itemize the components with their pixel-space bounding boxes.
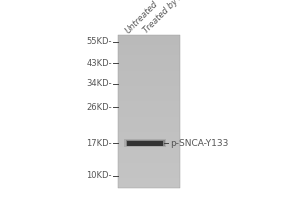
- Bar: [118, 117, 180, 122]
- Text: Untreated: Untreated: [124, 0, 160, 35]
- Bar: [118, 55, 180, 60]
- Text: 26KD-: 26KD-: [86, 102, 112, 112]
- Bar: [118, 96, 180, 101]
- Bar: [118, 127, 180, 132]
- Bar: [118, 45, 180, 50]
- Bar: [118, 71, 180, 76]
- Bar: [118, 147, 180, 152]
- Bar: [118, 86, 180, 91]
- Bar: [118, 112, 180, 117]
- Text: Treated by Anisomycin: Treated by Anisomycin: [142, 0, 216, 35]
- Bar: [118, 183, 180, 188]
- Bar: [118, 137, 180, 142]
- Text: 17KD-: 17KD-: [86, 138, 112, 148]
- Bar: [118, 157, 180, 162]
- Text: 55KD-: 55KD-: [86, 38, 112, 46]
- Bar: [118, 142, 180, 147]
- Bar: [118, 178, 180, 183]
- Bar: [118, 76, 180, 81]
- Text: 10KD-: 10KD-: [86, 171, 112, 180]
- Text: 34KD-: 34KD-: [86, 79, 112, 88]
- Text: 43KD-: 43KD-: [86, 58, 112, 68]
- Bar: [118, 122, 180, 127]
- Bar: [118, 162, 180, 168]
- Bar: [118, 132, 180, 137]
- Bar: [118, 35, 180, 188]
- Bar: [127, 140, 163, 146]
- Bar: [125, 140, 164, 146]
- Bar: [118, 173, 180, 178]
- Bar: [118, 168, 180, 173]
- Bar: [118, 35, 180, 40]
- Bar: [118, 81, 180, 86]
- Bar: [118, 50, 180, 55]
- Bar: [118, 152, 180, 157]
- Text: p-SNCA-Y133: p-SNCA-Y133: [170, 138, 228, 148]
- Bar: [118, 60, 180, 66]
- Bar: [118, 91, 180, 96]
- Bar: [118, 66, 180, 71]
- Bar: [124, 139, 166, 147]
- Bar: [118, 101, 180, 106]
- Bar: [118, 106, 180, 112]
- Bar: [118, 40, 180, 45]
